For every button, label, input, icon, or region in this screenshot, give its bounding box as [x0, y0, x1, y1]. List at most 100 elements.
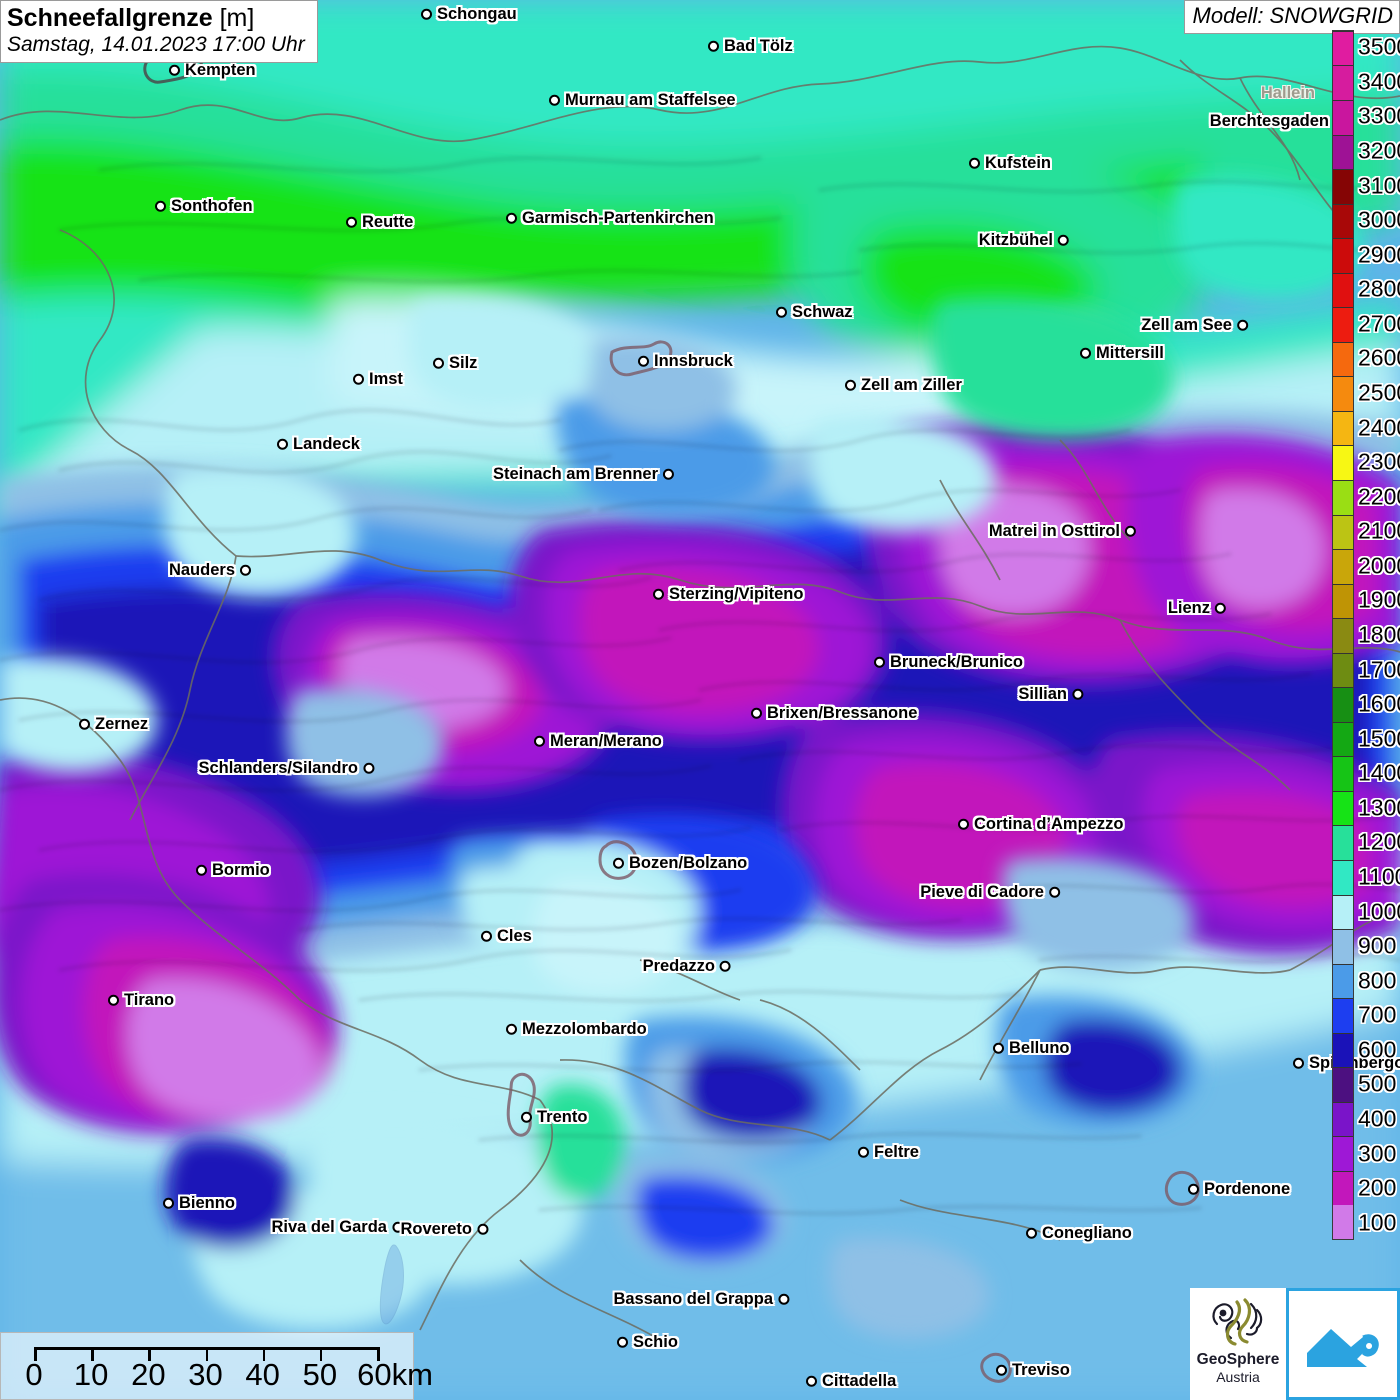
- city-dot-icon: [477, 1223, 488, 1235]
- legend-swatch: [1333, 583, 1353, 619]
- city-dot-icon: [874, 656, 885, 668]
- city-dot-icon: [481, 930, 492, 942]
- legend-tick: 3500: [1358, 33, 1400, 60]
- city-marker: Pieve di Cadore: [920, 884, 1060, 901]
- scale-bar-labels: 0 10 20 30 40 50 60km: [1, 1357, 433, 1397]
- city-dot-icon: [1080, 347, 1091, 359]
- legend-tick: 300: [1358, 1140, 1397, 1167]
- city-label: Pordenone: [1204, 1179, 1291, 1198]
- city-label: Belluno: [1009, 1038, 1070, 1057]
- city-dot-icon: [845, 379, 856, 391]
- city-dot-icon: [1072, 688, 1083, 700]
- city-label: Bruneck/Brunico: [890, 652, 1023, 671]
- city-dot-icon: [79, 718, 90, 730]
- model-label: Modell: SNOWGRID: [1183, 0, 1400, 34]
- legend-tick: 2000: [1358, 552, 1400, 579]
- legend-swatch: [1333, 238, 1353, 273]
- city-dot-icon: [653, 588, 664, 600]
- city-label: Sonthofen: [171, 196, 253, 215]
- city-dot-icon: [993, 1042, 1004, 1054]
- legend-tick: 700: [1358, 1001, 1397, 1028]
- city-marker: Pordenone: [1188, 1181, 1290, 1198]
- city-marker: Mezzolombardo: [506, 1021, 647, 1038]
- city-label: Tirano: [124, 990, 175, 1009]
- legend-swatch: [1333, 929, 1353, 964]
- city-dot-icon: [776, 306, 787, 318]
- legend-tick: 3200: [1358, 137, 1400, 164]
- city-dot-icon: [613, 857, 624, 869]
- legend-tick: 600: [1358, 1036, 1397, 1063]
- city-label: Steinach am Brenner: [492, 464, 658, 483]
- city-label: Spilimbergo: [1309, 1053, 1400, 1072]
- city-marker: Riva del Garda: [271, 1219, 403, 1236]
- city-marker: Tirano: [108, 992, 174, 1009]
- city-marker: Lienz: [1168, 600, 1226, 617]
- city-dot-icon: [240, 564, 251, 576]
- city-dot-icon: [108, 994, 119, 1006]
- legend-tick: 2800: [1358, 275, 1400, 302]
- scale-label: 30: [188, 1357, 223, 1392]
- city-dot-icon: [1125, 525, 1136, 537]
- legend-tick: 2700: [1358, 310, 1400, 337]
- city-label: Bormio: [212, 860, 270, 879]
- city-dot-icon: [1237, 319, 1248, 331]
- legend-swatch: [1333, 169, 1353, 204]
- city-marker: Spilimbergo: [1293, 1055, 1400, 1072]
- city-dot-icon: [720, 960, 731, 972]
- city-marker: Rovereto: [400, 1221, 488, 1238]
- city-dot-icon: [353, 373, 364, 385]
- legend-swatch: [1333, 721, 1353, 757]
- city-dot-icon: [346, 216, 357, 228]
- legend-swatch: [1333, 134, 1353, 170]
- city-label: Bassano del Grappa: [613, 1289, 773, 1308]
- city-label: Matrei in Osttirol: [988, 521, 1120, 540]
- legend-tick: 1900: [1358, 586, 1400, 613]
- legend-swatch: [1333, 272, 1353, 308]
- city-marker: Reutte: [346, 214, 413, 231]
- city-dot-icon: [169, 64, 180, 76]
- city-dot-icon: [969, 157, 980, 169]
- city-marker: Schongau: [421, 6, 517, 23]
- city-label: Cortina d’Ampezzo: [974, 814, 1124, 833]
- legend-swatch: [1333, 30, 1353, 66]
- city-label: Nauders: [168, 560, 235, 579]
- city-dot-icon: [521, 1111, 532, 1123]
- legend-tick: 2500: [1358, 379, 1400, 406]
- city-marker: Bozen/Bolzano: [613, 855, 747, 872]
- city-marker: Bruneck/Brunico: [874, 654, 1023, 671]
- city-label: Schwaz: [792, 302, 853, 321]
- legend-tick: 400: [1358, 1105, 1397, 1132]
- city-dot-icon: [1026, 1227, 1037, 1239]
- legend-swatch: [1333, 445, 1353, 480]
- legend-swatch: [1333, 65, 1353, 100]
- scale-label: 50: [302, 1357, 338, 1392]
- city-label: Zernez: [95, 714, 149, 733]
- city-dot-icon: [1049, 886, 1060, 898]
- geosphere-sub: Austria: [1216, 1369, 1260, 1385]
- city-dot-icon: [617, 1336, 628, 1348]
- city-dot-icon: [421, 8, 432, 20]
- scale-tick: [319, 1347, 323, 1361]
- city-label: Garmisch-Partenkirchen: [522, 208, 714, 227]
- city-dot-icon: [708, 40, 719, 52]
- city-marker: Garmisch-Partenkirchen: [506, 210, 714, 227]
- city-label: Treviso: [1012, 1360, 1070, 1379]
- city-dot-icon: [433, 357, 444, 369]
- scale-tick: [205, 1347, 208, 1361]
- city-marker: Murnau am Staffelsee: [549, 92, 736, 109]
- city-marker: Meran/Merano: [534, 733, 662, 750]
- city-label: Mezzolombardo: [522, 1019, 647, 1038]
- legend-swatch: [1333, 1170, 1353, 1206]
- city-label: Hallein: [1260, 83, 1315, 102]
- scale-label: 0: [25, 1357, 43, 1392]
- legend-tick: 200: [1358, 1174, 1397, 1201]
- geosphere-mark-icon: [1212, 1298, 1263, 1346]
- city-marker: Innsbruck: [638, 353, 733, 370]
- city-marker: Schlanders/Silandro: [198, 760, 374, 777]
- city-marker: Zell am See: [1141, 317, 1248, 334]
- city-marker: Zell am Ziller: [845, 377, 962, 394]
- city-label: Rovereto: [400, 1219, 472, 1238]
- city-dot-icon: [506, 212, 517, 224]
- city-marker: Treviso: [996, 1362, 1070, 1379]
- city-label: Kitzbühel: [978, 230, 1053, 249]
